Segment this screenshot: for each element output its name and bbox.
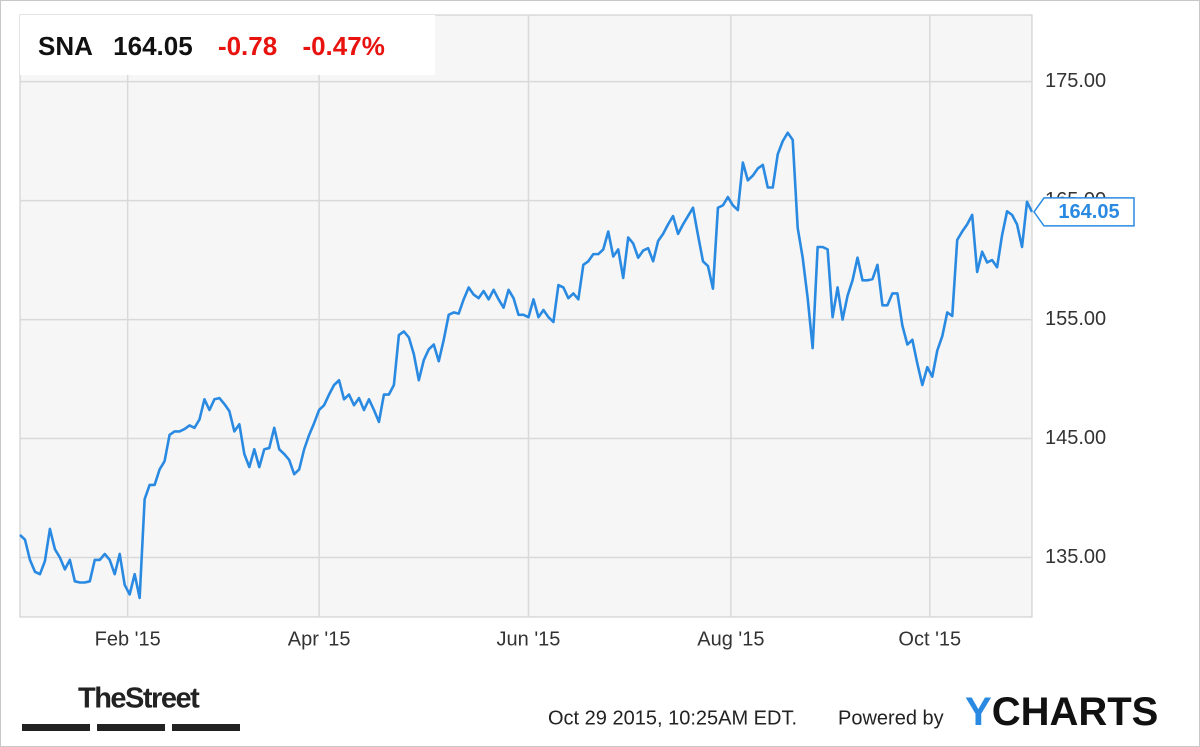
logo-bar [172,724,240,731]
powered-by: Powered by [838,707,944,729]
grid [20,15,1032,617]
last-price-callout: 164.05 [1033,197,1135,227]
source: TheStreet [78,683,200,715]
x-tick-label: Feb '15 [95,628,161,650]
x-tick-label: Oct '15 [898,628,961,650]
quote-header: SNA 164.05 -0.78 -0.47% [38,31,385,61]
source-logo: TheStreet [22,683,240,731]
price: 164.05 [113,31,193,61]
y-tick-label: 175.00 [1045,70,1106,92]
logo-rest: CHARTS [992,690,1159,734]
y-tick-label: 135.00 [1045,546,1106,568]
callout-box [1033,197,1135,227]
series [19,131,1034,600]
y-tick-label: 145.00 [1045,427,1106,449]
price-line [19,131,1034,600]
logo-bar [97,724,165,731]
logo-y: Y [965,690,992,734]
x-tick-label: Apr '15 [288,628,351,650]
change: -0.78 [218,31,277,61]
last-price-label: 164.05 [1058,201,1119,223]
y-tick-label: 155.00 [1045,308,1106,330]
change-pct: -0.47% [302,31,384,61]
header-box [20,15,435,75]
x-tick-label: Jun '15 [497,628,561,650]
timestamp: Oct 29 2015, 10:25AM EDT. [548,707,797,729]
logo-bar [22,724,90,731]
symbol: SNA [38,31,93,61]
ycharts-logo: YCHARTS [965,690,1158,734]
x-tick-label: Aug '15 [697,628,764,650]
